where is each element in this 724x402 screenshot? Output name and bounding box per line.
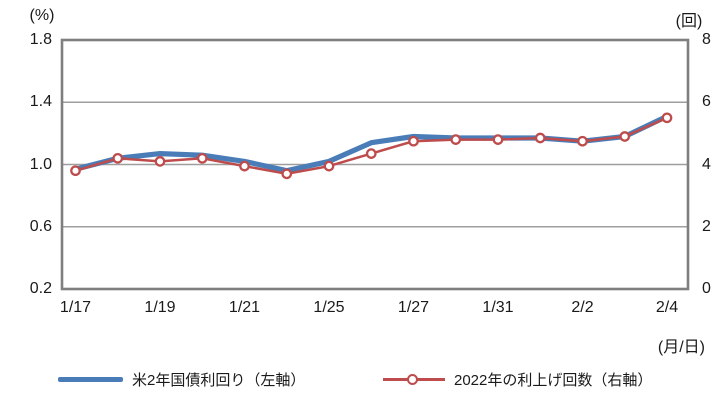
data-point-marker (577, 135, 588, 147)
x-axis-tick-label: 1/17 (59, 299, 92, 316)
data-point-marker (239, 160, 250, 172)
data-point-marker (323, 160, 335, 172)
left-axis-unit-label: (%) (29, 7, 55, 24)
data-point-marker (281, 168, 293, 180)
data-point-marker (196, 152, 208, 164)
right-axis-tick-label: 4 (702, 155, 711, 173)
left-axis-tick-label: 1.4 (29, 93, 52, 111)
right-axis-tick-label: 0 (702, 280, 711, 297)
data-point-marker (661, 112, 673, 124)
x-axis-tick-label: 1/19 (144, 299, 176, 316)
chart-legend: 米2年国債利回り（左軸） 2022年の利上げ回数（右軸） (0, 366, 724, 394)
x-axis-tick-label: 1/31 (482, 299, 514, 316)
data-point-marker (70, 165, 81, 177)
x-axis-tick-label: 2/4 (655, 299, 679, 316)
x-axis-tick-label: 1/27 (397, 299, 430, 316)
x-axis-tick-label: 1/21 (228, 299, 261, 316)
right-axis-unit-label: (回) (675, 13, 703, 30)
data-point-marker (112, 152, 124, 164)
data-point-marker (534, 132, 546, 144)
legend-item-rate-hikes: 2022年の利上げ回数（右軸） (383, 366, 652, 392)
data-point-marker (365, 148, 377, 159)
left-axis-tick-label: 0.6 (29, 217, 52, 235)
legend-label-yield: 米2年国債利回り（左軸） (132, 371, 306, 389)
left-axis-tick-label: 1.8 (29, 31, 52, 48)
circle-marker-sample (407, 374, 418, 385)
right-axis-tick-label: 8 (702, 31, 711, 48)
blue-line-legend-swatch (58, 376, 123, 382)
data-point-marker (492, 134, 504, 145)
left-axis-tick-label: 1.0 (29, 155, 52, 173)
right-axis-tick-label: 2 (702, 217, 711, 235)
legend-item-yield: 米2年国債利回り（左軸） (58, 366, 305, 392)
data-point-marker (154, 156, 166, 167)
left-axis-tick-label: 0.2 (29, 280, 52, 297)
x-axis-unit-label: (月/日) (657, 339, 705, 356)
right-axis-tick-label: 6 (702, 93, 711, 111)
x-axis-tick-label: 1/25 (313, 299, 345, 316)
legend-label-rate-hikes: 2022年の利上げ回数（右軸） (454, 371, 653, 389)
data-point-marker (450, 134, 462, 145)
data-point-marker (619, 131, 631, 142)
red-line-legend-swatch (383, 373, 445, 385)
series-line-rate-hikes (75, 116, 668, 176)
plot-border (60, 38, 690, 291)
x-axis-tick-label: 2/2 (571, 299, 594, 316)
data-point-marker (408, 135, 419, 147)
